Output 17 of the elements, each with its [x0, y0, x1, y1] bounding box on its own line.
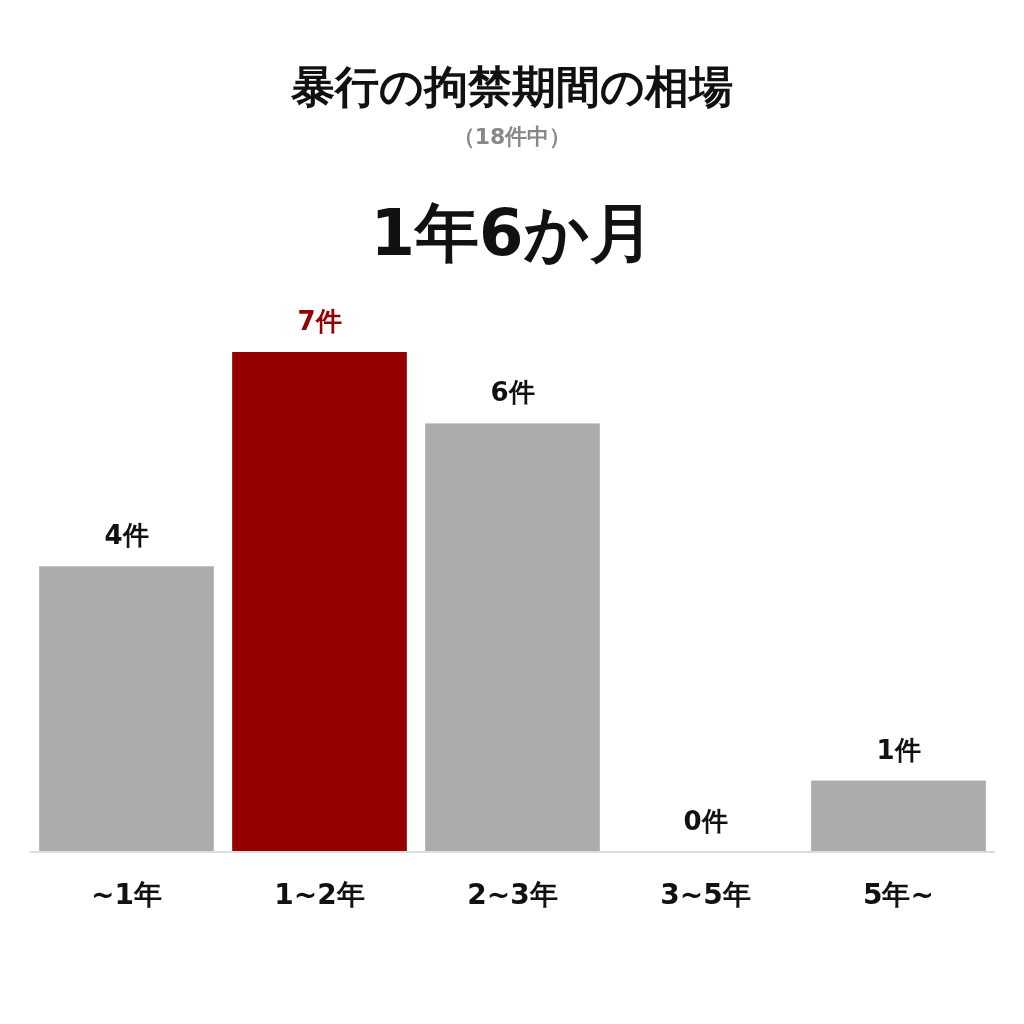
bar [811, 780, 986, 852]
chart-title: 暴行の拘禁期間の相場 [290, 61, 733, 112]
bar [232, 352, 407, 852]
data-label: 6件 [490, 377, 535, 408]
x-tick-label: 3~5年 [660, 878, 751, 911]
x-tick-label: 2~3年 [467, 878, 558, 911]
text: 1年6か月 [370, 196, 654, 270]
bar [425, 423, 600, 852]
chart-subtitle: （18件中） [452, 124, 572, 149]
data-label: 7件 [297, 306, 342, 336]
x-tick-label: 1~2年 [274, 878, 365, 911]
bar [39, 566, 214, 852]
data-label: 4件 [104, 520, 149, 551]
x-tick-label: ~1年 [91, 878, 162, 911]
data-label: 0件 [683, 806, 728, 836]
data-label: 1件 [876, 734, 921, 765]
x-tick-label: 5年~ [863, 878, 934, 911]
